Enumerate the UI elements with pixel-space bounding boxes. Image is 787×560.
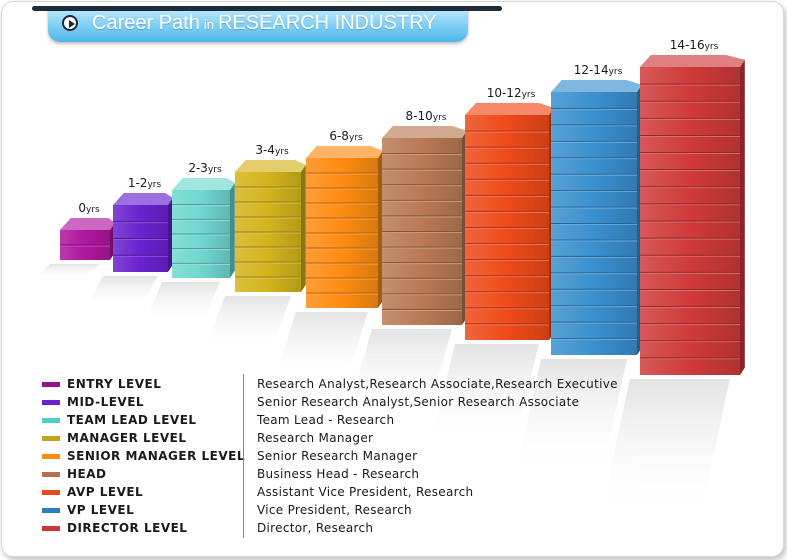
bar-label: 8-10yrs [406, 109, 447, 123]
bar-1 [60, 218, 115, 260]
bar-label: 3-4yrs [255, 143, 289, 157]
bar-reflections [35, 264, 730, 518]
bar-reflection [205, 296, 291, 350]
bar-side [740, 59, 745, 376]
bar-top [306, 146, 383, 158]
bar-label: 10-12yrs [487, 86, 536, 100]
bar-label-unit: yrs [522, 90, 536, 100]
bar-top [640, 55, 745, 67]
bar-top [172, 178, 235, 190]
page-title: Career Path in RESEARCH INDUSTRY [92, 12, 437, 35]
title-in: in [203, 17, 214, 32]
bar-top [551, 80, 642, 92]
bar-reflection [600, 379, 730, 518]
bar-label: 0yrs [78, 201, 100, 215]
bar-label-num: 14-16 [670, 38, 705, 52]
bar-top [60, 218, 115, 230]
bar-label-num: 2-3 [188, 161, 208, 175]
bar-2 [113, 193, 173, 272]
bar-6 [382, 126, 467, 325]
bar-label-unit: yrs [147, 180, 161, 190]
bar-4 [235, 160, 306, 292]
bar-reflection [515, 359, 627, 478]
title-banner: Career Path in RESEARCH INDUSTRY [32, 6, 502, 42]
bar-5 [306, 146, 383, 308]
bar-label: 1-2yrs [128, 176, 162, 190]
bar-top [465, 103, 554, 115]
play-icon[interactable] [62, 15, 78, 31]
bar-label-unit: yrs [433, 113, 447, 123]
bar-9 [640, 55, 745, 376]
bar-8 [551, 80, 642, 356]
legend-divider [243, 374, 244, 538]
bar-label-num: 10-12 [487, 86, 522, 100]
bar-label-num: 0 [78, 201, 86, 215]
bar-label-unit: yrs [86, 205, 100, 215]
bar-label-num: 12-14 [574, 63, 609, 77]
bar-label-unit: yrs [349, 133, 363, 143]
bar-reflection [429, 344, 539, 446]
bar-label: 12-14yrs [574, 63, 623, 77]
bar-3 [172, 178, 235, 278]
bar-side [378, 150, 383, 308]
bar-label-unit: yrs [609, 67, 623, 77]
bar-label-unit: yrs [705, 42, 719, 52]
bar-label: 2-3yrs [188, 161, 222, 175]
bar-label-num: 1-2 [128, 176, 148, 190]
bar-label: 6-8yrs [329, 129, 363, 143]
bar-reflection [35, 264, 100, 278]
bar-top [235, 160, 306, 172]
bar-reflection [348, 329, 452, 414]
bar-side [301, 164, 306, 292]
bar-label-num: 6-8 [329, 129, 349, 143]
bar-label-unit: yrs [275, 147, 289, 157]
bar-reflection [86, 276, 158, 307]
bar-7 [465, 103, 554, 340]
bar-label: 14-16yrs [670, 38, 719, 52]
bar-top [113, 193, 173, 205]
bar-top [382, 126, 467, 138]
bar-label-unit: yrs [208, 165, 222, 175]
bar-label-num: 3-4 [255, 143, 275, 157]
bar-reflection [274, 312, 368, 380]
bar-side [168, 197, 173, 272]
bar-label-num: 8-10 [406, 109, 433, 123]
title-industry: RESEARCH INDUSTRY [217, 12, 437, 34]
bar-reflection [144, 282, 220, 322]
bar-side [230, 182, 235, 278]
title-main: Career Path [92, 12, 200, 34]
